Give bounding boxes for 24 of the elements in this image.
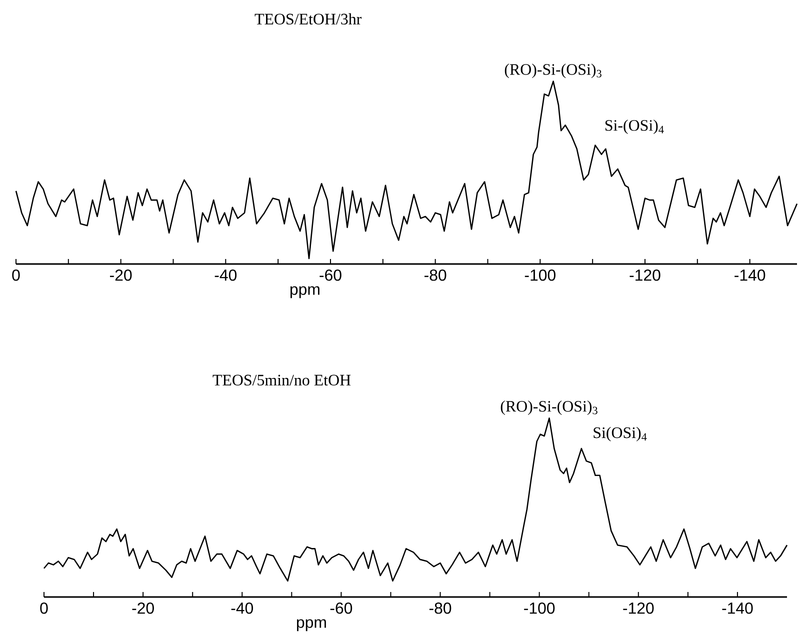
x-tick-label: -60	[330, 602, 352, 614]
chart-title: TEOS/5min/no EtOH	[212, 374, 351, 386]
x-tick-label: -120	[623, 602, 654, 614]
x-tick-label: -80	[429, 602, 452, 614]
annotation: (RO)-Si-(OSi)$_{3}$	[504, 64, 602, 78]
x-axis-title: ppm	[290, 286, 320, 298]
x-tick-label: 0	[40, 602, 48, 614]
x-tick-label: -140	[734, 270, 766, 281]
annotation: Si(OSi)$_{4}$	[594, 426, 647, 442]
x-tick-label: -100	[524, 270, 556, 281]
annotation: Si-(OSi)$_{4}$	[605, 120, 664, 134]
x-tick-label: -100	[524, 602, 555, 614]
x-axis-title: ppm	[297, 619, 326, 632]
chart-title: TEOS/EtOH/3hr	[254, 13, 362, 25]
x-tick-label: 0	[12, 270, 20, 281]
x-tick-label: -120	[630, 270, 660, 281]
annotation: (RO)-Si-(OSi)$_{3}$	[500, 400, 598, 415]
x-tick-label: -20	[132, 602, 154, 614]
x-tick-label: -40	[214, 270, 237, 281]
x-tick-label: -40	[231, 602, 254, 614]
x-tick-label: -80	[424, 270, 446, 281]
x-tick-label: -60	[320, 270, 342, 281]
x-tick-label: -20	[110, 270, 132, 281]
x-tick-label: -140	[722, 602, 753, 614]
